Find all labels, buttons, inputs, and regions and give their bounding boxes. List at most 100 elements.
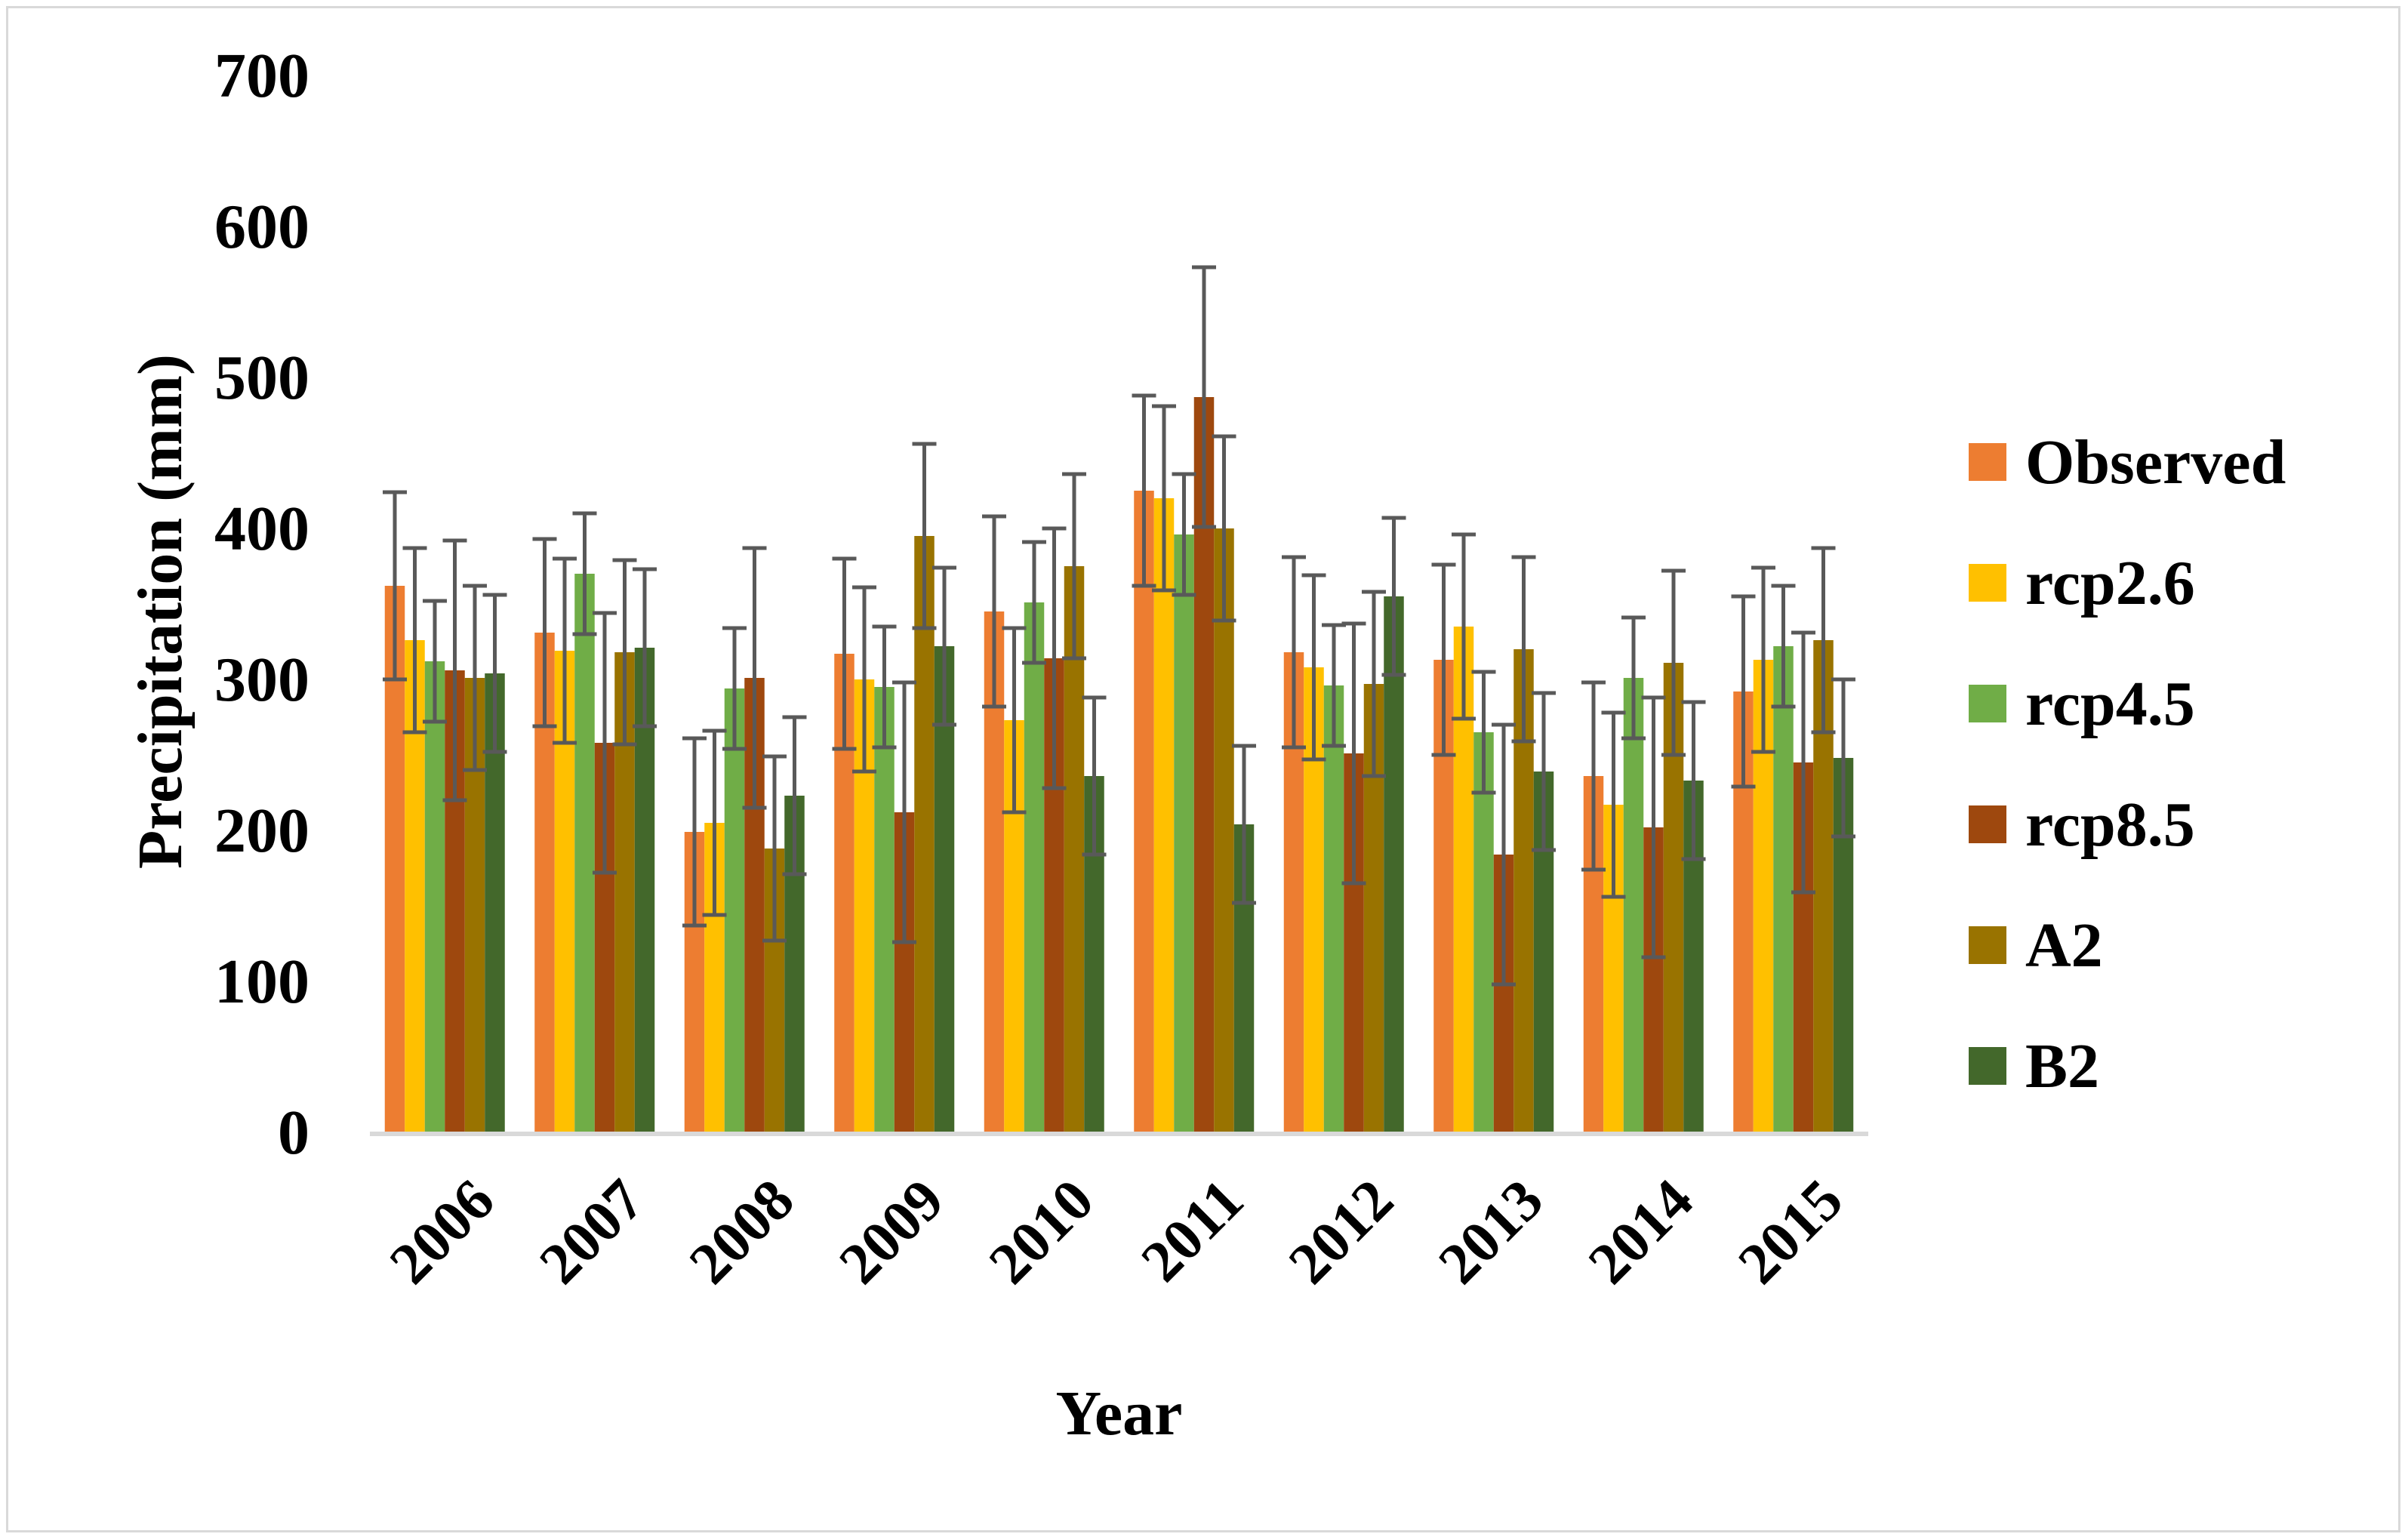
- bar: [1323, 685, 1344, 1132]
- legend-label: rcp8.5: [2025, 790, 2195, 860]
- error-bar: [1831, 677, 1855, 839]
- x-tick-label: 2006: [377, 1166, 507, 1296]
- error-bar: [1152, 404, 1176, 593]
- error-bar: [482, 593, 507, 754]
- y-tick-label: 300: [214, 645, 309, 715]
- error-bar: [442, 538, 467, 802]
- x-tick-label: 2007: [527, 1166, 657, 1296]
- x-tick-label: 2014: [1575, 1166, 1705, 1296]
- error-bar: [932, 565, 956, 727]
- error-bar: [1341, 621, 1366, 886]
- error-bar: [633, 567, 657, 728]
- legend-label: A2: [2025, 910, 2103, 981]
- error-bar: [1492, 722, 1516, 987]
- legend-item: B2: [1969, 1031, 2099, 1101]
- error-bar: [872, 624, 897, 750]
- error-bar: [593, 611, 617, 875]
- error-bar: [1731, 594, 1756, 789]
- error-bar: [1082, 695, 1107, 857]
- bar: [1024, 602, 1045, 1132]
- bar: [574, 574, 595, 1132]
- error-bar: [1771, 584, 1796, 709]
- error-bar: [1172, 472, 1196, 597]
- legend-label: Observed: [2025, 427, 2286, 497]
- error-bar: [1661, 568, 1686, 757]
- x-tick-label: 2011: [1129, 1166, 1256, 1294]
- x-tick-label: 2012: [1276, 1166, 1406, 1296]
- error-bar: [1581, 680, 1606, 872]
- error-bar: [742, 546, 767, 810]
- error-bar: [1301, 573, 1326, 762]
- error-bar: [1022, 540, 1046, 665]
- legend-swatch: [1969, 685, 2006, 722]
- error-bar: [762, 754, 787, 943]
- bar: [1214, 528, 1234, 1132]
- error-bar: [1811, 546, 1836, 735]
- y-axis-title: Precipitation (mm): [125, 354, 196, 869]
- legend-item: rcp2.6: [1969, 548, 2195, 618]
- legend-swatch: [1969, 564, 2006, 602]
- x-axis-ticks: 2006 2007 2008 2009 2010 2011 2012 2013 2014 2015: [377, 1166, 1855, 1296]
- error-bar: [1601, 710, 1626, 899]
- y-tick-label: 400: [214, 494, 309, 564]
- bars: [384, 397, 1854, 1132]
- error-bar: [612, 558, 637, 747]
- x-tick-label: 2008: [676, 1166, 806, 1296]
- error-bar: [682, 736, 707, 928]
- error-bar: [572, 511, 597, 636]
- bar: [1473, 732, 1494, 1132]
- x-axis-title: Year: [1056, 1378, 1183, 1449]
- bar: [914, 536, 935, 1132]
- error-bar: [1791, 630, 1815, 895]
- error-bar: [1192, 265, 1216, 529]
- x-tick-label: 2015: [1726, 1166, 1855, 1296]
- bar: [1153, 498, 1175, 1132]
- error-bar: [1362, 590, 1386, 778]
- y-tick-label: 0: [278, 1098, 309, 1168]
- y-tick-label: 100: [214, 947, 309, 1017]
- error-bar: [1621, 615, 1646, 741]
- error-bar: [1042, 526, 1067, 790]
- legend-item: rcp8.5: [1969, 790, 2195, 860]
- error-bar: [722, 626, 747, 751]
- bar: [724, 688, 745, 1132]
- error-bar: [383, 490, 407, 682]
- legend-swatch: [1969, 926, 2006, 964]
- error-bar: [852, 585, 876, 774]
- error-bar: [1431, 562, 1456, 757]
- legend-swatch: [1969, 1047, 2006, 1085]
- legend-label: rcp4.5: [2025, 669, 2195, 739]
- error-bar: [423, 599, 447, 724]
- error-bar: [553, 556, 577, 745]
- error-bar: [1212, 434, 1236, 623]
- y-tick-label: 700: [214, 41, 309, 111]
- bar: [1134, 491, 1154, 1132]
- error-bar: [702, 728, 727, 917]
- bar: [634, 648, 655, 1132]
- bar: [934, 646, 955, 1132]
- error-bar: [1062, 472, 1086, 661]
- bar: [1773, 646, 1794, 1132]
- y-tick-label: 500: [214, 343, 309, 413]
- error-bar: [892, 680, 916, 944]
- error-bar: [1232, 744, 1256, 905]
- legend-swatch: [1969, 805, 2006, 843]
- legend-label: B2: [2025, 1031, 2099, 1101]
- legend-label: rcp2.6: [2025, 548, 2195, 618]
- error-bar: [1132, 393, 1156, 588]
- bar: [1174, 534, 1194, 1132]
- error-bar: [1471, 670, 1496, 795]
- error-bar: [463, 584, 487, 772]
- x-tick-label: 2009: [827, 1166, 956, 1296]
- error-bar: [832, 556, 857, 751]
- legend: Observed rcp2.6 rcp4.5 rcp8.5 A2 B2: [1969, 427, 2286, 1101]
- error-bar: [982, 514, 1006, 709]
- error-bar: [1751, 565, 1775, 754]
- legend-item: rcp4.5: [1969, 669, 2195, 739]
- error-bar: [912, 442, 937, 630]
- error-bar: [1681, 700, 1706, 861]
- error-bar: [532, 537, 557, 728]
- y-tick-label: 200: [214, 796, 309, 866]
- bar: [874, 687, 895, 1132]
